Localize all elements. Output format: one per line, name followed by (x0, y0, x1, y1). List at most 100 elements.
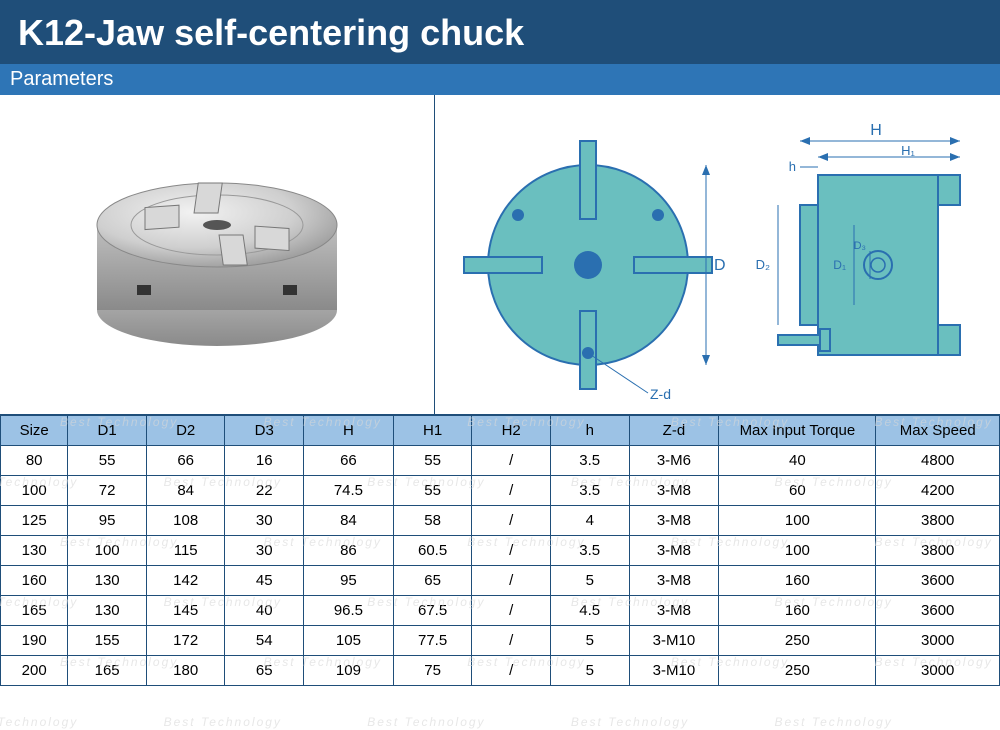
table-header-row: SizeD1D2D3HH1H2hZ-dMax Input TorqueMax S… (1, 416, 1000, 446)
table-header-cell: H1 (393, 416, 472, 446)
table-cell: 96.5 (304, 596, 394, 626)
table-cell: 54 (225, 626, 304, 656)
table-cell: 160 (719, 596, 876, 626)
table-cell: 165 (1, 596, 68, 626)
table-cell: 115 (146, 536, 225, 566)
table-cell: / (472, 536, 551, 566)
table-cell: 30 (225, 506, 304, 536)
dim-label-h: h (788, 159, 795, 174)
header-band: K12-Jaw self-centering chuck (0, 0, 1000, 64)
table-header-cell: D1 (68, 416, 147, 446)
table-cell: 100 (719, 506, 876, 536)
table-row: 130100115308660.5/3.53-M81003800 (1, 536, 1000, 566)
table-cell: 4200 (876, 476, 1000, 506)
product-photo-cell (0, 95, 435, 414)
chuck-photo-placeholder (67, 135, 367, 375)
table-cell: 3.5 (550, 446, 629, 476)
table-cell: 100 (719, 536, 876, 566)
table-cell: 4.5 (550, 596, 629, 626)
table-cell: 16 (225, 446, 304, 476)
table-row: 160130142459565/53-M81603600 (1, 566, 1000, 596)
table-cell: 60.5 (393, 536, 472, 566)
table-cell: 77.5 (393, 626, 472, 656)
table-cell: 155 (68, 626, 147, 656)
table-cell: 160 (719, 566, 876, 596)
technical-diagram-cell: D Z-d (435, 95, 1000, 414)
table-cell: 22 (225, 476, 304, 506)
table-cell: 3.5 (550, 536, 629, 566)
table-cell: 65 (225, 656, 304, 686)
table-cell: 86 (304, 536, 394, 566)
diagram-side-view: H H₁ h D₂ D₁ D₃ (755, 122, 959, 355)
table-cell: / (472, 626, 551, 656)
table-cell: 84 (146, 476, 225, 506)
table-cell: 66 (146, 446, 225, 476)
table-header-cell: Size (1, 416, 68, 446)
table-cell: / (472, 596, 551, 626)
table-cell: 165 (68, 656, 147, 686)
dim-label-D1: D₁ (833, 258, 846, 272)
table-cell: / (472, 566, 551, 596)
table-header-cell: Max Speed (876, 416, 1000, 446)
params-table: SizeD1D2D3HH1H2hZ-dMax Input TorqueMax S… (0, 415, 1000, 686)
table-cell: 172 (146, 626, 225, 656)
dim-label-H: H (870, 122, 882, 139)
table-cell: 66 (304, 446, 394, 476)
table-row: 12595108308458/43-M81003800 (1, 506, 1000, 536)
table-cell: 3-M10 (629, 626, 719, 656)
table-cell: 74.5 (304, 476, 394, 506)
table-header-cell: Z-d (629, 416, 719, 446)
table-cell: 95 (68, 506, 147, 536)
table-cell: 3600 (876, 596, 1000, 626)
table-cell: 3-M10 (629, 656, 719, 686)
table-cell: 3-M8 (629, 476, 719, 506)
table-cell: 200 (1, 656, 68, 686)
dim-label-D3: D₃ (853, 240, 865, 252)
table-cell: 250 (719, 626, 876, 656)
table-cell: 190 (1, 626, 68, 656)
table-cell: 130 (1, 536, 68, 566)
table-cell: 3-M8 (629, 536, 719, 566)
table-cell: 67.5 (393, 596, 472, 626)
dim-label-D: D (714, 257, 726, 274)
table-header-cell: h (550, 416, 629, 446)
diagram-front-view: D Z-d (464, 141, 726, 402)
table-cell: 40 (225, 596, 304, 626)
table-cell: 250 (719, 656, 876, 686)
table-cell: 3600 (876, 566, 1000, 596)
table-cell: 72 (68, 476, 147, 506)
table-cell: 130 (68, 596, 147, 626)
table-header-cell: D3 (225, 416, 304, 446)
table-cell: 80 (1, 446, 68, 476)
table-cell: 109 (304, 656, 394, 686)
table-cell: 160 (1, 566, 68, 596)
table-header-cell: H2 (472, 416, 551, 446)
watermark-row: Best Technology Best Technology Best Tec… (0, 715, 978, 729)
dim-label-Zd: Z-d (650, 386, 671, 402)
table-cell: 3.5 (550, 476, 629, 506)
dim-label-H1: H₁ (901, 143, 915, 158)
table-cell: 5 (550, 656, 629, 686)
params-subtitle: Parameters (0, 64, 1000, 95)
table-cell: 3-M8 (629, 506, 719, 536)
table-cell: 75 (393, 656, 472, 686)
table-cell: 5 (550, 566, 629, 596)
table-cell: 100 (68, 536, 147, 566)
table-cell: / (472, 506, 551, 536)
table-cell: 3800 (876, 536, 1000, 566)
table-cell: / (472, 476, 551, 506)
table-cell: 125 (1, 506, 68, 536)
table-cell: 105 (304, 626, 394, 656)
table-cell: 30 (225, 536, 304, 566)
table-cell: 130 (68, 566, 147, 596)
table-cell: 65 (393, 566, 472, 596)
table-row: 1901551725410577.5/53-M102503000 (1, 626, 1000, 656)
table-row: 1651301454096.567.5/4.53-M81603600 (1, 596, 1000, 626)
table-cell: 3800 (876, 506, 1000, 536)
table-row: 10072842274.555/3.53-M8604200 (1, 476, 1000, 506)
table-cell: 145 (146, 596, 225, 626)
table-cell: / (472, 446, 551, 476)
figure-row: D Z-d (0, 95, 1000, 415)
table-cell: 3-M8 (629, 566, 719, 596)
table-cell: 55 (393, 446, 472, 476)
